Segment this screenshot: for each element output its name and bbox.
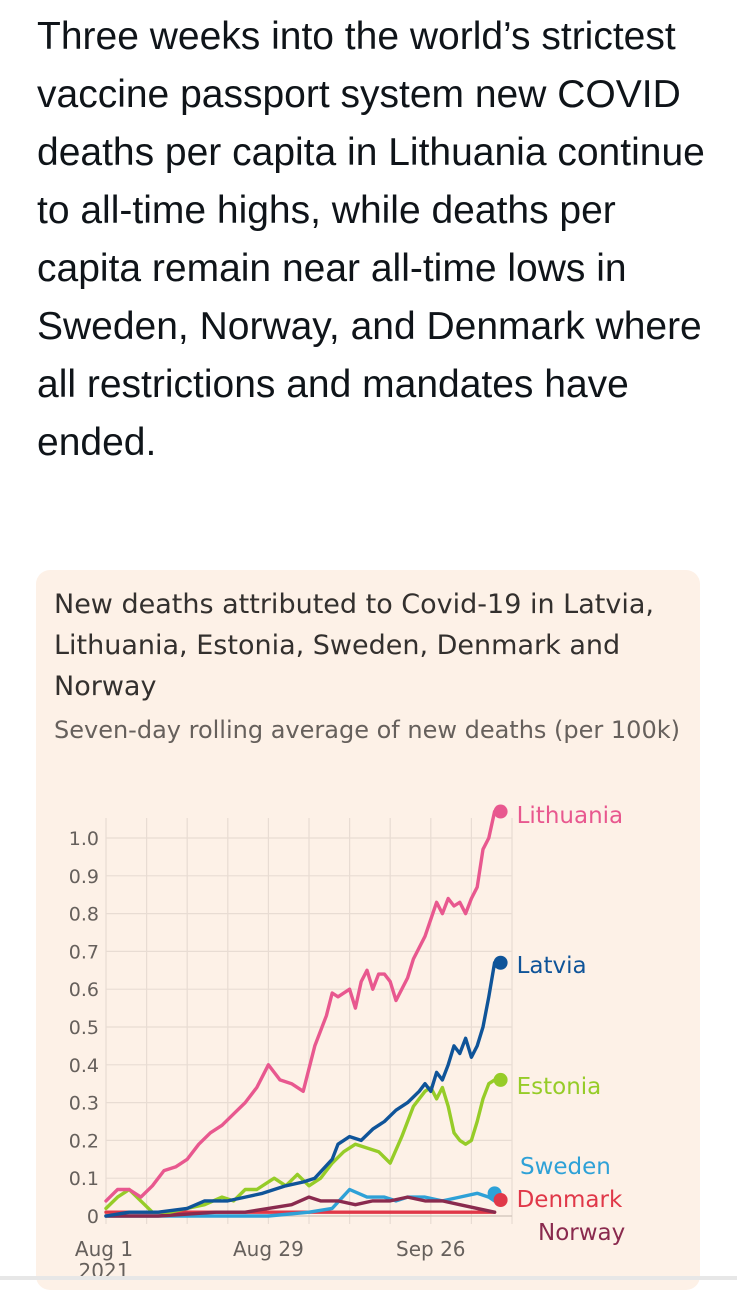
series-label-latvia: Latvia bbox=[517, 953, 587, 979]
series-label-lithuania: Lithuania bbox=[517, 803, 624, 829]
series-end-marker-lithuania bbox=[493, 804, 508, 819]
tweet-text: Three weeks into the world’s strictest v… bbox=[37, 15, 705, 464]
series-label-norway: Norway bbox=[538, 1220, 625, 1246]
y-tick-label: 0 bbox=[87, 1206, 99, 1228]
series-end-marker-denmark bbox=[493, 1193, 508, 1207]
x-tick-label: Aug 1 bbox=[75, 1237, 133, 1261]
series-end-marker-latvia bbox=[493, 955, 508, 970]
y-tick-label: 0.3 bbox=[69, 1093, 99, 1115]
y-tick-label: 0.4 bbox=[69, 1055, 99, 1077]
y-tick-label: 1.0 bbox=[69, 828, 99, 850]
series-label-sweden: Sweden bbox=[520, 1154, 611, 1180]
chart-title: New deaths attributed to Covid-19 in Lat… bbox=[54, 589, 654, 702]
bottom-divider bbox=[0, 1276, 737, 1280]
y-tick-label: 0.6 bbox=[69, 979, 99, 1001]
series-line-sweden bbox=[104, 1187, 497, 1218]
x-tick-label: Aug 29 bbox=[233, 1237, 304, 1261]
y-tick-label: 0.5 bbox=[69, 1017, 99, 1039]
y-tick-label: 0.1 bbox=[69, 1168, 99, 1190]
series-line-latvia bbox=[104, 961, 497, 1218]
x-tick-label: 2021 bbox=[79, 1259, 130, 1280]
series-line-lithuania bbox=[104, 809, 497, 1203]
series-label-denmark: Denmark bbox=[517, 1187, 623, 1213]
x-tick-label: Sep 26 bbox=[396, 1237, 466, 1261]
y-tick-label: 0.7 bbox=[69, 941, 99, 963]
y-tick-label: 0.9 bbox=[69, 866, 99, 888]
series-label-estonia: Estonia bbox=[517, 1074, 602, 1100]
series-end-marker-estonia bbox=[493, 1072, 508, 1087]
series-line-estonia bbox=[104, 1078, 497, 1214]
series-line-norway bbox=[104, 1195, 497, 1218]
y-tick-label: 0.2 bbox=[69, 1130, 99, 1152]
y-tick-label: 0.8 bbox=[69, 904, 99, 926]
chart-subtitle: Seven-day rolling average of new deaths … bbox=[54, 716, 680, 744]
